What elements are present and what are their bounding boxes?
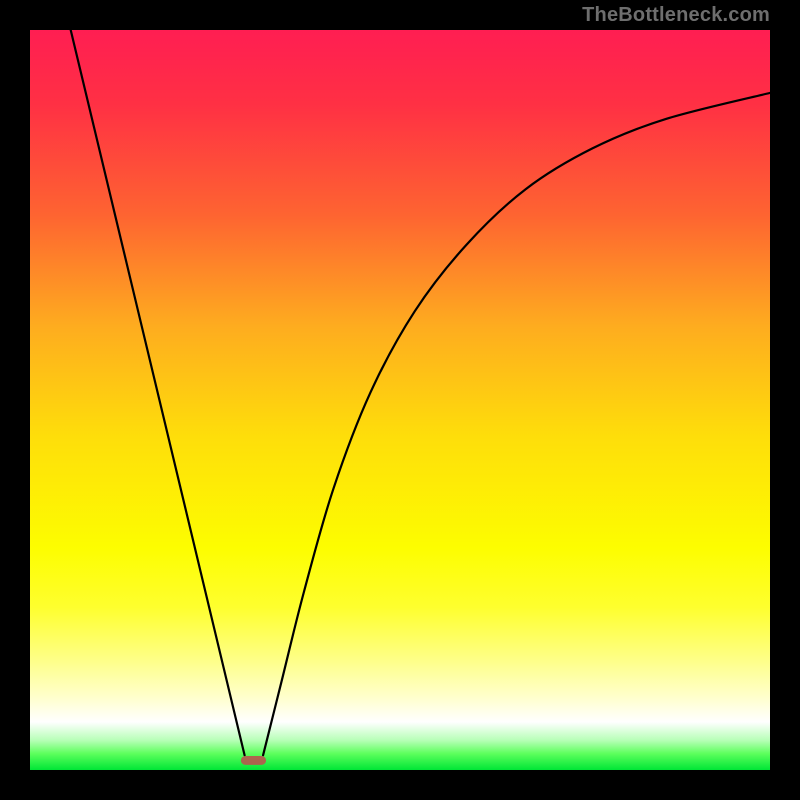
plot-svg xyxy=(30,30,770,770)
minimum-marker xyxy=(241,756,266,765)
plot-area xyxy=(30,30,770,770)
chart-frame: TheBottleneck.com xyxy=(0,0,800,800)
plot-background xyxy=(30,30,770,770)
watermark-text: TheBottleneck.com xyxy=(582,4,770,27)
